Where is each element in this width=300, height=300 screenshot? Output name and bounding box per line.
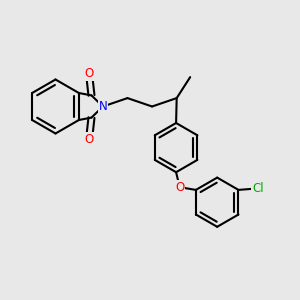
- Text: Cl: Cl: [252, 182, 264, 195]
- Text: O: O: [85, 67, 94, 80]
- Text: O: O: [175, 181, 184, 194]
- Text: O: O: [85, 133, 94, 146]
- Text: N: N: [98, 100, 107, 113]
